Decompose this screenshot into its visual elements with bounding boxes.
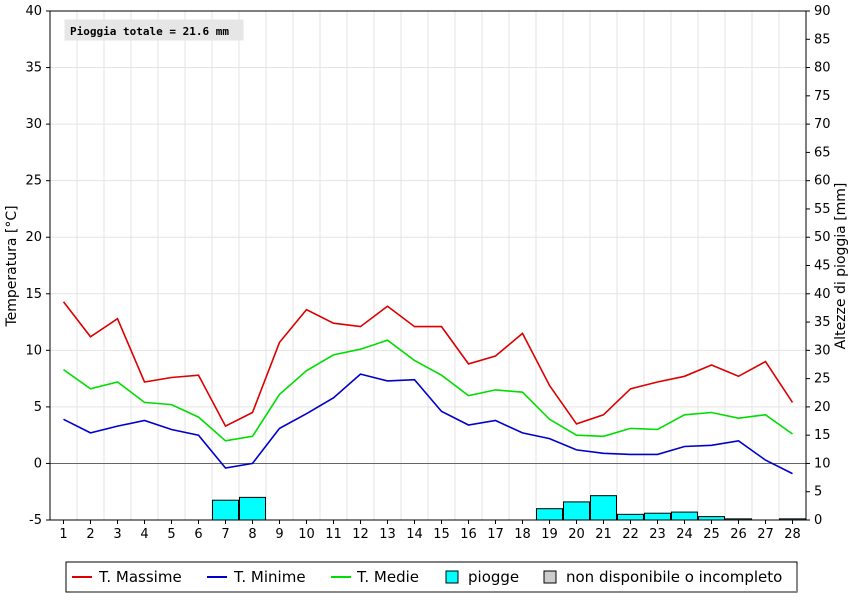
x-tick-label: 4 <box>140 527 148 542</box>
rain-bar <box>212 499 239 521</box>
x-tick-label: 16 <box>460 527 477 542</box>
y2-tick-label: 80 <box>814 61 831 76</box>
legend-label-tmin: T. Minime <box>233 568 306 586</box>
rain-bar <box>644 512 671 521</box>
legend-item-na: non disponibile o incompleto <box>543 568 782 586</box>
y-tick-label: 0 <box>34 456 42 471</box>
rain-total-annotation: Pioggia totale = 21.6 mm <box>64 19 244 41</box>
x-tick-label: 8 <box>248 527 256 542</box>
y2-tick-label: 30 <box>814 343 831 358</box>
x-tick-label: 2 <box>86 527 94 542</box>
y2-tick-label: 70 <box>814 117 831 132</box>
x-tick-label: 17 <box>487 527 504 542</box>
x-tick-label: 6 <box>194 527 202 542</box>
axes: -505101520253035400510152025303540455055… <box>25 4 830 542</box>
y2-tick-label: 35 <box>814 315 831 330</box>
x-tick-label: 23 <box>649 527 666 542</box>
y2-tick-label: 0 <box>814 513 822 528</box>
x-tick-label: 20 <box>568 527 585 542</box>
y2-tick-label: 40 <box>814 287 831 302</box>
y-tick-label: 10 <box>25 343 42 358</box>
y2-tick-label: 5 <box>814 485 822 500</box>
x-tick-label: 27 <box>757 527 774 542</box>
y2-tick-label: 20 <box>814 400 831 415</box>
x-tick-label: 22 <box>622 527 639 542</box>
x-tick-label: 14 <box>406 527 423 542</box>
x-tick-label: 21 <box>595 527 612 542</box>
y2-tick-label: 75 <box>814 89 831 104</box>
y2-tick-label: 25 <box>814 372 831 387</box>
y2-tick-label: 50 <box>814 230 831 245</box>
y-axis-title-left: Temperatura [°C] <box>4 205 20 327</box>
legend-label-rain: piogge <box>468 568 519 586</box>
x-tick-label: 7 <box>221 527 229 542</box>
rain-bar <box>239 496 266 521</box>
rain-bar <box>698 516 725 521</box>
rain-bar <box>671 511 698 521</box>
x-tick-label: 15 <box>433 527 450 542</box>
legend-item-tmed: T. Medie <box>331 568 419 586</box>
y2-tick-label: 15 <box>814 428 831 443</box>
y-tick-label: 35 <box>25 61 42 76</box>
temperature-lines <box>62 301 794 475</box>
x-tick-label: 28 <box>784 527 801 542</box>
x-tick-label: 5 <box>167 527 175 542</box>
legend-label-tmed: T. Medie <box>356 568 419 586</box>
rain-bar <box>590 495 617 521</box>
x-tick-label: 1 <box>59 527 67 542</box>
x-tick-label: 3 <box>113 527 121 542</box>
x-tick-label: 19 <box>541 527 558 542</box>
legend: T. Massime T. Minime T. Medie piogge non… <box>65 561 798 593</box>
y-axis-title-right: Altezze di pioggia [mm] <box>833 183 849 350</box>
y2-tick-label: 90 <box>814 4 831 19</box>
series-line-1 <box>63 373 793 475</box>
legend-item-tmax: T. Massime <box>72 568 182 586</box>
x-tick-label: 11 <box>325 527 342 542</box>
x-tick-label: 18 <box>514 527 531 542</box>
y-tick-label: 20 <box>25 230 42 245</box>
y2-tick-label: 10 <box>814 456 831 471</box>
y2-tick-label: 45 <box>814 259 831 274</box>
y-tick-label: 25 <box>25 174 42 189</box>
x-tick-label: 12 <box>352 527 369 542</box>
rain-total-text: Pioggia totale = 21.6 mm <box>70 25 229 38</box>
legend-swatch-rain <box>445 570 459 584</box>
y2-tick-label: 65 <box>814 145 831 160</box>
legend-label-tmax: T. Massime <box>98 568 182 586</box>
y2-tick-label: 85 <box>814 32 831 47</box>
legend-item-tmin: T. Minime <box>207 568 306 586</box>
series-line-2 <box>63 339 793 442</box>
y-tick-label: -5 <box>29 513 42 528</box>
legend-swatch-na <box>543 570 557 584</box>
y-tick-label: 5 <box>34 400 42 415</box>
y-tick-label: 40 <box>25 4 42 19</box>
x-tick-label: 25 <box>703 527 720 542</box>
y-tick-label: 30 <box>25 117 42 132</box>
rain-bar <box>617 513 644 521</box>
rain-bar <box>536 508 563 521</box>
x-tick-label: 10 <box>298 527 315 542</box>
x-tick-label: 24 <box>676 527 693 542</box>
x-tick-label: 13 <box>379 527 396 542</box>
rain-bar <box>563 501 590 521</box>
legend-item-rain: piogge <box>445 568 519 586</box>
y2-tick-label: 60 <box>814 174 831 189</box>
x-tick-label: 9 <box>275 527 283 542</box>
y-tick-label: 15 <box>25 287 42 302</box>
grid-lines <box>50 10 806 521</box>
y2-tick-label: 55 <box>814 202 831 217</box>
series-line-0 <box>62 301 794 428</box>
legend-label-na: non disponibile o incompleto <box>566 568 782 586</box>
x-tick-label: 26 <box>730 527 747 542</box>
